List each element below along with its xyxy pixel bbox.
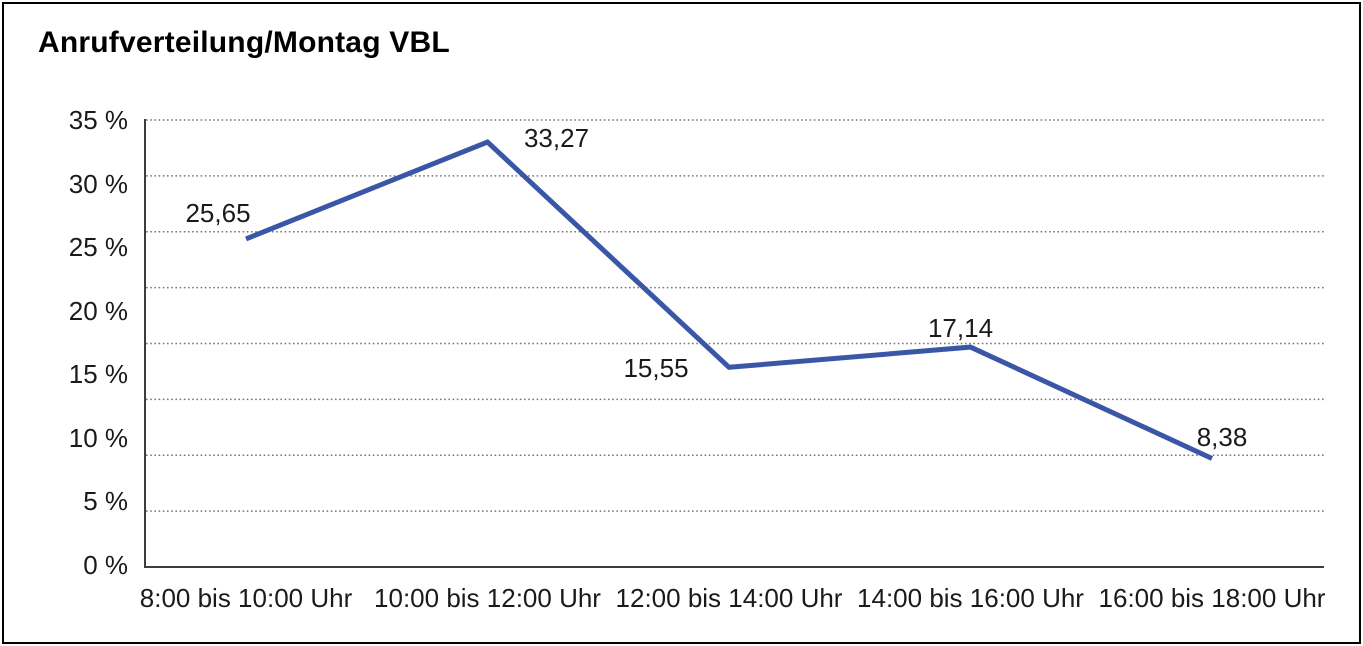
y-tick-label: 25 % [68,232,128,263]
chart-title: Anrufverteilung/Montag VBL [38,26,450,59]
data-value-label: 17,14 [927,313,994,344]
data-value-label: 8,38 [1196,422,1248,453]
data-value-label: 25,65 [185,197,251,228]
y-tick-label: 15 % [68,359,128,390]
y-tick-label: 0 % [83,550,128,580]
x-category-label: 16:00 bis 18:00 Uhr [1098,583,1326,613]
data-value-label: 33,27 [523,122,590,153]
y-tick-label: 5 % [83,486,128,517]
y-tick-label: 30 % [68,168,128,199]
data-value-label: 15,55 [623,353,689,384]
x-category-label: 14:00 bis 16:00 Uhr [857,583,1084,613]
x-category-label: 12:00 bis 14:00 Uhr [615,583,843,613]
x-category-label: 10:00 bis 12:00 Uhr [374,583,601,613]
y-tick-label: 20 % [68,295,128,326]
y-tick-label: 35 % [68,105,128,135]
data-series-line [245,139,1214,461]
y-tick-label: 10 % [68,422,128,453]
x-category-label: 8:00 bis 10:00 Uhr [139,583,353,613]
